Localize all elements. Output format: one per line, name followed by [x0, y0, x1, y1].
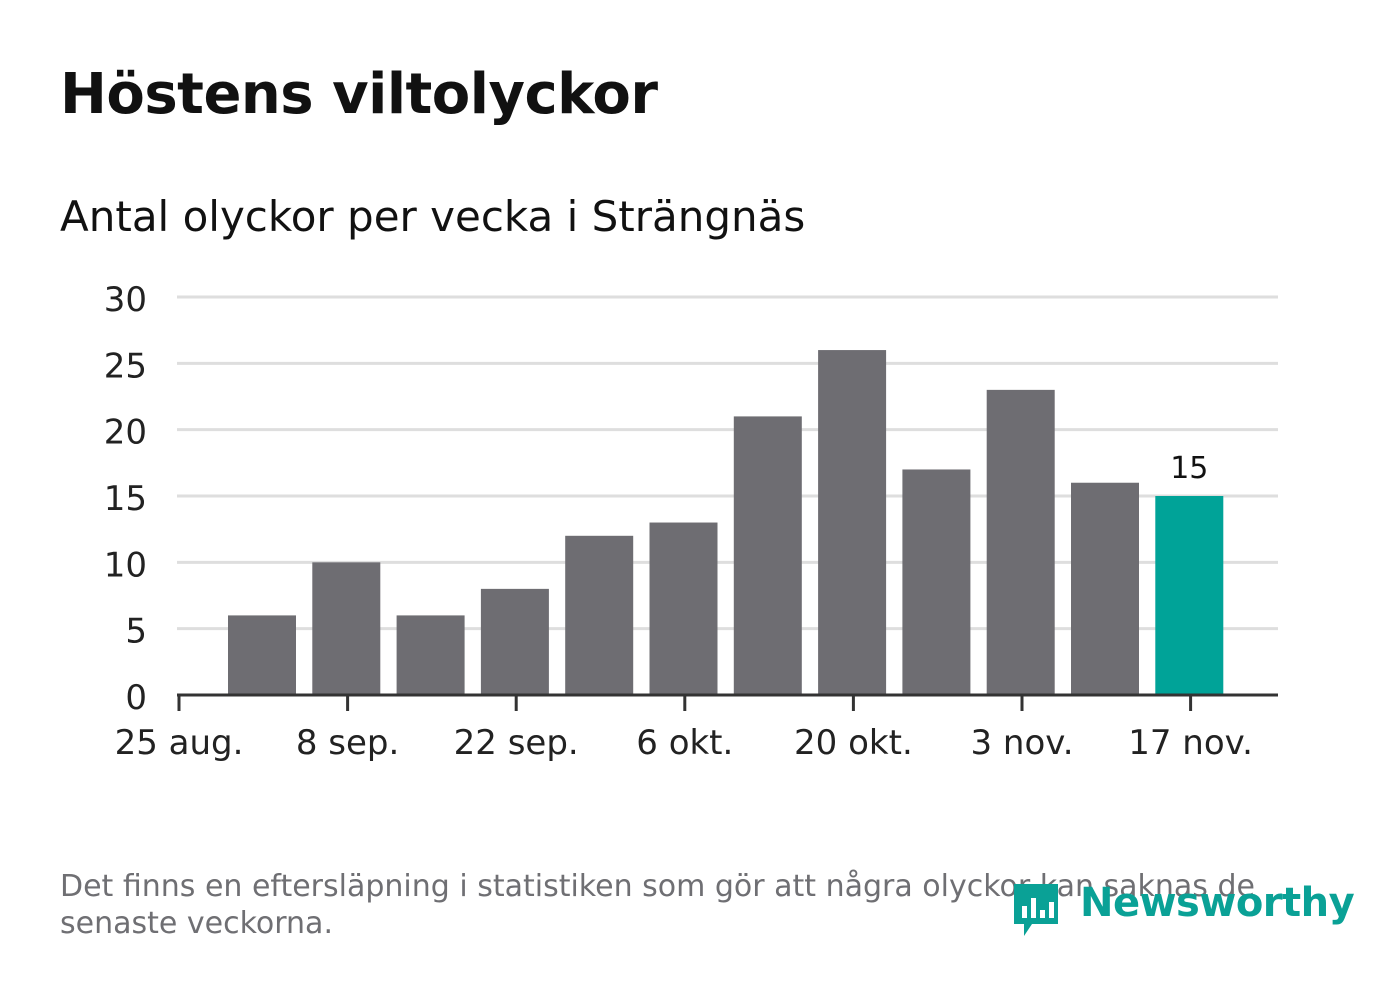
bar — [1071, 482, 1139, 695]
x-axis: 25 aug. 8 sep. 22 sep. 6 okt. 20 okt. 3 nov. 1… — [115, 693, 1278, 763]
brand-name: Newsworthy — [1080, 880, 1355, 926]
chart-subtitle: Antal olyckor per vecka i Strängnäs — [60, 192, 806, 241]
bars — [228, 350, 1224, 695]
y-tick-label: 30 — [104, 280, 147, 320]
newsworthy-logo-icon — [1014, 884, 1058, 936]
y-axis-ticks: 0 5 10 15 20 25 30 — [104, 280, 147, 718]
y-tick-label: 10 — [104, 545, 147, 585]
data-labels: 15 — [1170, 451, 1208, 486]
y-tick-label: 15 — [104, 479, 147, 519]
x-tick-label: 3 nov. — [970, 723, 1073, 763]
y-tick-label: 0 — [125, 678, 147, 718]
bar — [228, 615, 296, 695]
bar — [902, 469, 971, 695]
newsworthy-logo: Newsworthy — [1010, 878, 1355, 944]
y-tick-label: 20 — [104, 413, 147, 453]
x-tick-label: 22 sep. — [454, 723, 579, 763]
chart-title: Höstens viltolyckor — [60, 62, 658, 127]
bar — [480, 588, 549, 695]
x-tick-label: 17 nov. — [1128, 723, 1253, 763]
bar — [565, 535, 634, 695]
bar — [733, 416, 802, 695]
bar — [396, 615, 465, 695]
x-tick-label: 25 aug. — [115, 723, 244, 763]
x-tick-label: 8 sep. — [296, 723, 399, 763]
bar — [312, 562, 381, 695]
bar — [649, 522, 718, 695]
bar — [986, 389, 1055, 695]
x-tick-label: 6 okt. — [636, 723, 733, 763]
y-tick-label: 5 — [125, 612, 147, 652]
bar — [1155, 496, 1224, 695]
bar — [818, 350, 887, 695]
data-label: 15 — [1170, 451, 1208, 486]
y-tick-label: 25 — [104, 346, 147, 386]
x-tick-label: 20 okt. — [794, 723, 913, 763]
